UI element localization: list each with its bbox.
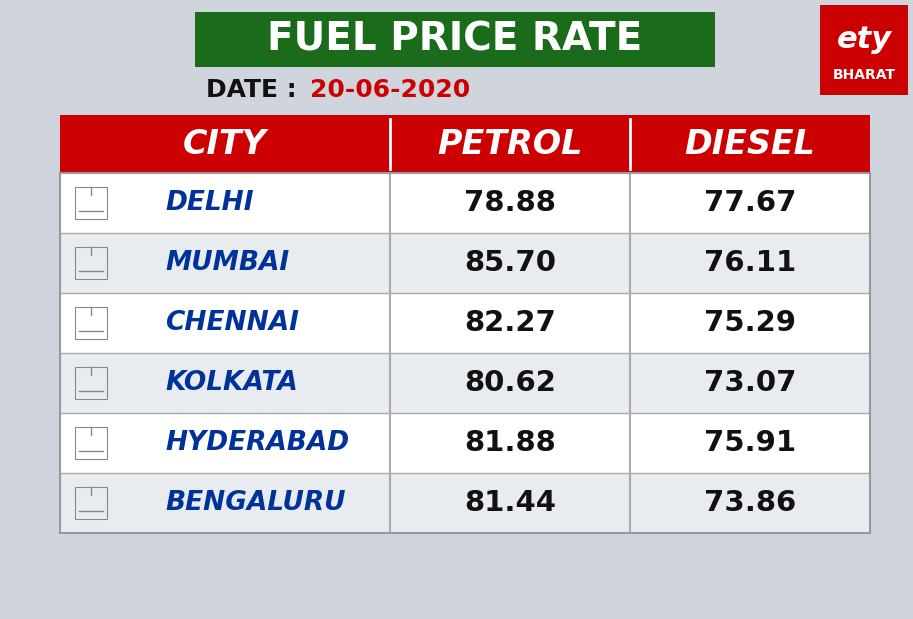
Text: DELHI: DELHI [165, 190, 254, 216]
Text: 75.91: 75.91 [704, 429, 796, 457]
Text: 81.44: 81.44 [464, 489, 556, 517]
Bar [60, 473, 870, 533]
Text: HYDERABAD: HYDERABAD [165, 430, 349, 456]
Bar [60, 413, 870, 473]
Bar [820, 5, 908, 95]
Bar [75, 427, 107, 459]
Text: BENGALURU: BENGALURU [165, 490, 345, 516]
Bar [75, 307, 107, 339]
Bar [60, 115, 870, 173]
Text: CHENNAI: CHENNAI [165, 310, 299, 336]
Bar [75, 247, 107, 279]
Bar [60, 353, 870, 413]
Text: 81.88: 81.88 [464, 429, 556, 457]
Text: 76.11: 76.11 [704, 249, 796, 277]
Bar [75, 487, 107, 519]
Text: 82.27: 82.27 [464, 309, 556, 337]
Text: 80.62: 80.62 [464, 369, 556, 397]
Text: KOLKATA: KOLKATA [165, 370, 298, 396]
Text: ety: ety [836, 25, 892, 54]
Text: CITY: CITY [184, 128, 267, 160]
Text: 77.67: 77.67 [704, 189, 796, 217]
Bar [60, 293, 870, 353]
Bar [60, 173, 870, 533]
Text: 20-06-2020: 20-06-2020 [310, 78, 470, 102]
Text: 73.07: 73.07 [704, 369, 796, 397]
Text: 73.86: 73.86 [704, 489, 796, 517]
Text: FUEL PRICE RATE: FUEL PRICE RATE [268, 20, 643, 59]
Bar [195, 12, 715, 67]
Text: PETROL: PETROL [437, 128, 582, 160]
Text: 75.29: 75.29 [704, 309, 796, 337]
Bar [75, 367, 107, 399]
Text: 78.88: 78.88 [464, 189, 556, 217]
Text: BHARAT: BHARAT [833, 68, 896, 82]
Bar [60, 173, 870, 233]
Text: DATE :: DATE : [205, 78, 305, 102]
Text: 85.70: 85.70 [464, 249, 556, 277]
Bar [75, 187, 107, 219]
Text: DIESEL: DIESEL [685, 128, 815, 160]
Bar [60, 233, 870, 293]
Text: MUMBAI: MUMBAI [165, 250, 289, 276]
